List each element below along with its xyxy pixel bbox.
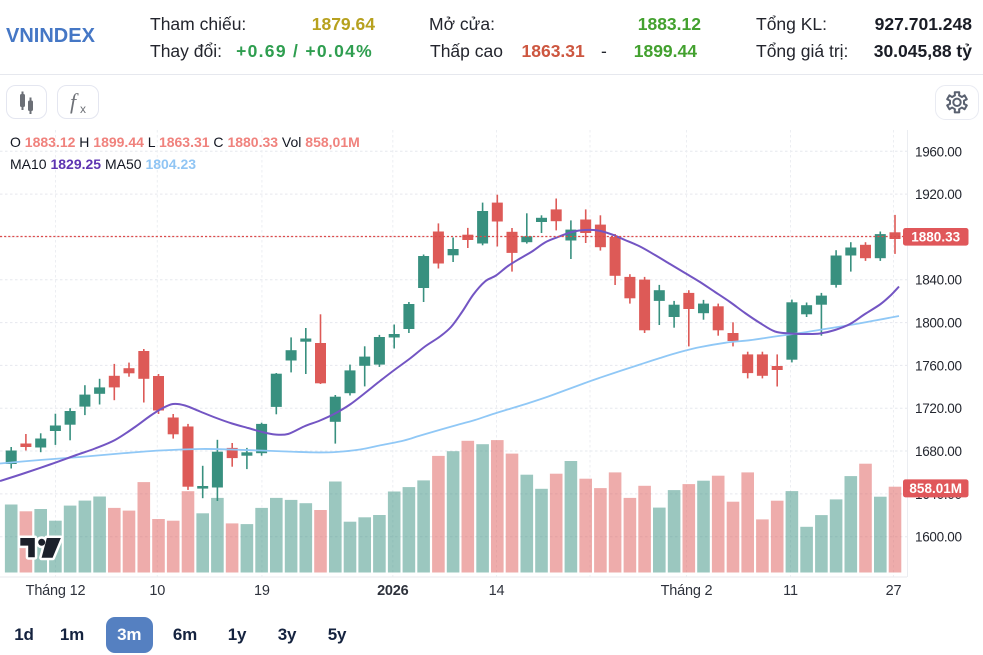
svg-text:1600.00: 1600.00 <box>915 530 962 545</box>
svg-text:Tháng 2: Tháng 2 <box>661 583 713 599</box>
svg-text:858.01M: 858.01M <box>909 481 962 496</box>
svg-text:1680.00: 1680.00 <box>915 444 962 459</box>
svg-text:27: 27 <box>886 583 902 599</box>
svg-text:2026: 2026 <box>377 583 409 599</box>
svg-text:11: 11 <box>783 583 798 599</box>
svg-text:1840.00: 1840.00 <box>915 273 962 288</box>
svg-text:1760.00: 1760.00 <box>915 358 962 373</box>
svg-text:19: 19 <box>254 583 270 599</box>
svg-text:x: x <box>80 102 86 116</box>
svg-text:10: 10 <box>149 583 165 599</box>
svg-text:1800.00: 1800.00 <box>915 316 962 331</box>
svg-text:1920.00: 1920.00 <box>915 187 962 202</box>
svg-text:1960.00: 1960.00 <box>915 144 962 159</box>
svg-text:1880.33: 1880.33 <box>911 230 960 245</box>
svg-text:1720.00: 1720.00 <box>915 401 962 416</box>
svg-text:f: f <box>70 89 79 114</box>
svg-text:14: 14 <box>489 583 505 599</box>
svg-text:Tháng 12: Tháng 12 <box>26 583 86 599</box>
